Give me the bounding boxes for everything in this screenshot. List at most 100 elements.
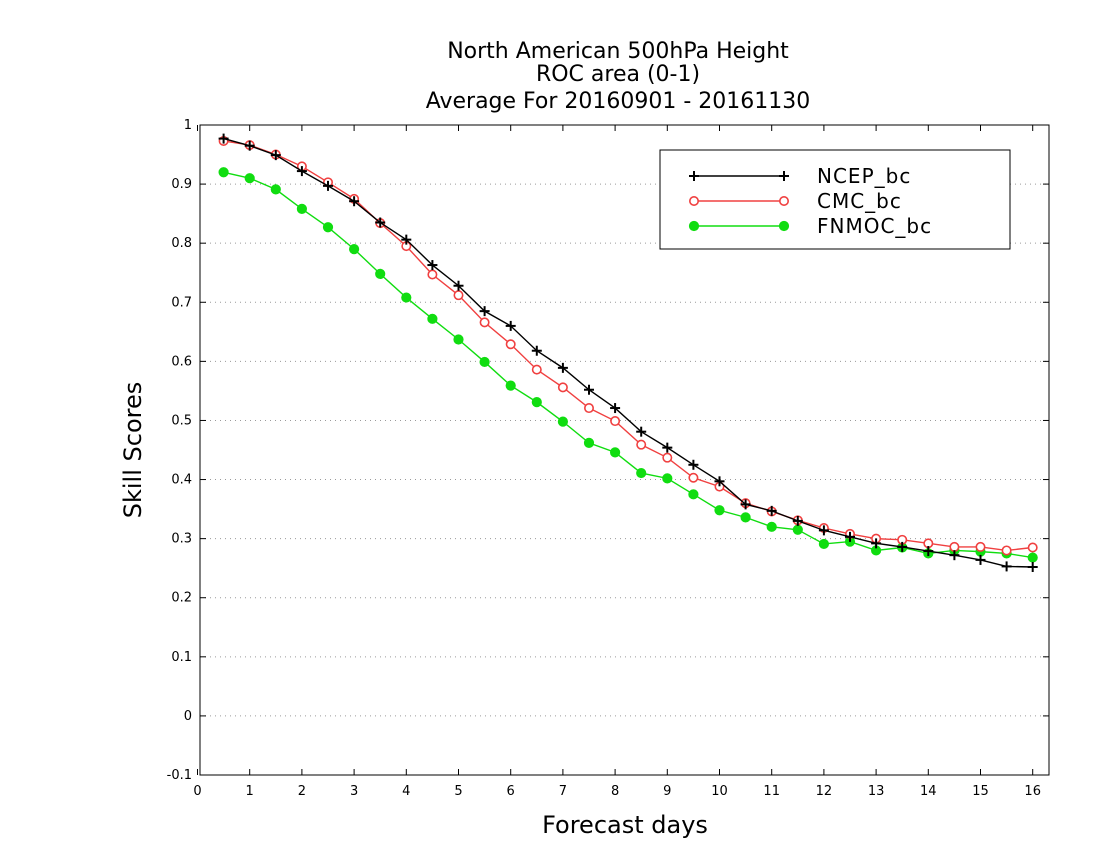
data-point — [427, 269, 438, 280]
plot-frame — [199, 124, 1050, 776]
data-point — [975, 541, 986, 552]
data-point — [557, 416, 569, 427]
x-axis-label: Forecast days — [542, 811, 708, 839]
data-point — [897, 541, 908, 552]
data-point — [531, 345, 542, 356]
y-tick-label: 0.3 — [171, 532, 192, 547]
x-tick-label: 14 — [920, 784, 937, 799]
y-tick-label: -0.1 — [167, 768, 192, 783]
y-axis-ticks: -0.1 0 0.1 0.2 0.3 0.4 0.5 0.6 0.7 0.8 0.9 1 — [167, 118, 1049, 783]
y-tick-label: 0.4 — [171, 473, 192, 488]
data-point — [427, 260, 438, 271]
x-tick-label: 11 — [763, 784, 780, 799]
data-point — [714, 505, 725, 516]
legend-marker — [688, 196, 699, 207]
data-point — [296, 166, 307, 177]
data-point — [322, 222, 334, 233]
legend-item: CMC_bc — [688, 189, 901, 213]
data-point — [923, 546, 934, 557]
data-point — [610, 416, 621, 427]
data-point — [792, 515, 803, 526]
y-tick-label: 1 — [184, 118, 192, 133]
data-point — [584, 384, 594, 395]
x-tick-label: 7 — [559, 784, 567, 799]
data-point — [740, 499, 751, 510]
data-point — [557, 362, 568, 373]
data-point — [845, 531, 855, 542]
data-point — [688, 489, 699, 500]
data-point — [401, 234, 412, 245]
data-point — [1001, 545, 1012, 556]
x-tick-label: 5 — [454, 784, 462, 799]
legend-box — [659, 149, 1011, 250]
data-point — [375, 268, 386, 280]
data-point — [427, 313, 438, 324]
data-point — [610, 403, 621, 414]
data-point — [766, 521, 777, 532]
data-point — [505, 380, 516, 391]
data-point — [636, 467, 647, 479]
data-point — [453, 334, 464, 345]
data-point — [583, 403, 594, 414]
legend-label: NCEP_bc — [817, 164, 911, 188]
x-tick-label: 10 — [711, 784, 728, 799]
data-point — [636, 426, 647, 437]
data-point — [766, 505, 777, 516]
legend-marker — [778, 196, 789, 207]
data-point — [792, 524, 803, 535]
data-point — [244, 173, 255, 184]
data-point — [453, 280, 464, 291]
data-point — [1027, 562, 1038, 572]
data-point — [218, 133, 229, 144]
data-point — [375, 217, 386, 228]
data-point — [557, 382, 568, 393]
data-point — [688, 459, 699, 470]
x-tick-label: 2 — [298, 784, 306, 799]
x-tick-label: 8 — [611, 784, 619, 799]
data-point — [479, 356, 490, 368]
x-tick-label: 15 — [972, 784, 989, 799]
y-tick-label: 0.8 — [171, 236, 192, 251]
data-point — [531, 397, 542, 408]
data-point — [218, 167, 229, 178]
x-tick-label: 12 — [816, 784, 833, 799]
data-point — [479, 306, 490, 317]
grid-lines — [200, 183, 1049, 717]
data-point — [688, 472, 699, 483]
data-point — [1001, 561, 1012, 572]
data-point — [949, 550, 960, 561]
x-tick-label: 0 — [193, 784, 201, 799]
data-point — [662, 452, 673, 463]
y-tick-label: 0.2 — [171, 591, 192, 606]
data-point — [270, 184, 281, 195]
data-point — [531, 364, 542, 375]
data-point — [818, 538, 830, 550]
legend-marker — [689, 171, 699, 181]
data-point — [1027, 552, 1038, 563]
data-point — [453, 290, 464, 301]
data-point — [479, 317, 490, 328]
data-point — [296, 203, 307, 215]
data-point — [740, 512, 751, 523]
data-point — [871, 538, 882, 549]
y-tick-label: 0.5 — [171, 413, 192, 428]
data-point — [662, 442, 673, 453]
data-point — [270, 150, 281, 161]
legend-label: FNMOC_bc — [817, 214, 932, 238]
data-point — [401, 292, 412, 303]
x-tick-label: 3 — [350, 784, 358, 799]
legend-item: FNMOC_bc — [688, 214, 932, 238]
data-point — [505, 320, 516, 331]
data-point — [662, 473, 673, 484]
chart-title-line-3: Average For 20160901 - 20161130 — [426, 89, 811, 114]
x-tick-label: 16 — [1024, 784, 1041, 799]
x-tick-label: 1 — [246, 784, 254, 799]
data-point — [349, 243, 360, 255]
y-tick-label: 0.7 — [171, 295, 192, 310]
y-tick-label: 0.6 — [171, 354, 192, 369]
x-tick-label: 6 — [507, 784, 515, 799]
data-point — [975, 554, 986, 565]
